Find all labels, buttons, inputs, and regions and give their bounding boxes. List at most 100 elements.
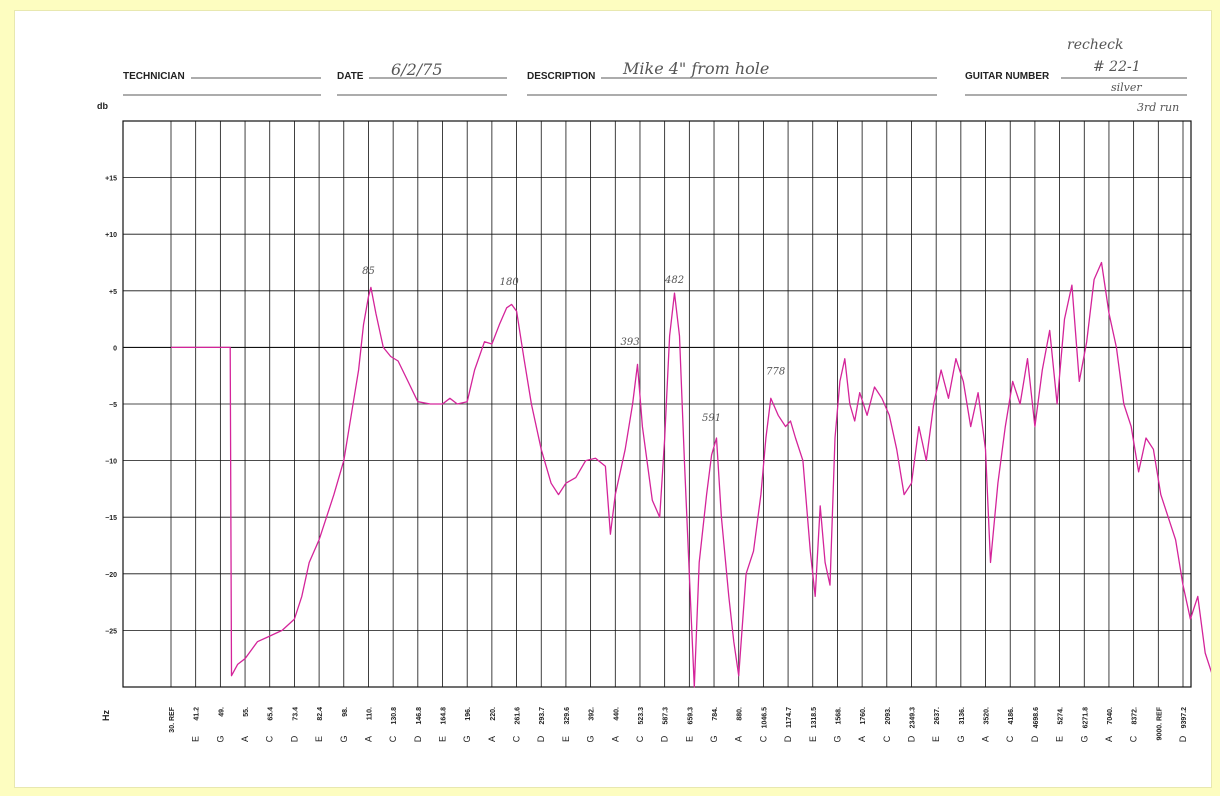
- x-tick-note: E: [684, 736, 694, 742]
- x-tick-note: D: [906, 735, 916, 742]
- y-axis-title: db: [97, 101, 108, 111]
- y-tick-label: +5: [109, 289, 117, 296]
- x-tick-note: A: [610, 736, 620, 742]
- y-tick-label: 0: [113, 345, 117, 352]
- handwritten-recheck: recheck: [1067, 37, 1123, 53]
- x-tick-freq: 6271.8: [1082, 707, 1089, 729]
- x-tick-note: E: [191, 736, 201, 742]
- x-tick-note: A: [734, 736, 744, 742]
- x-tick-freq: 440.: [613, 707, 620, 721]
- x-tick-freq: 9000. REF: [1156, 706, 1163, 740]
- x-tick-note: C: [882, 735, 892, 742]
- x-tick-note: D: [783, 735, 793, 742]
- x-tick-note: G: [215, 735, 225, 742]
- x-tick-freq: 55.: [243, 707, 250, 717]
- x-tick-freq: 65.4: [268, 707, 275, 721]
- x-tick-note: E: [1055, 736, 1065, 742]
- x-tick-note: C: [512, 735, 522, 742]
- x-tick-note: A: [857, 736, 867, 742]
- x-tick-freq: 2093.: [885, 707, 892, 725]
- handwritten-silver: silver: [1111, 81, 1142, 94]
- x-tick-freq: 4186.: [1008, 707, 1015, 725]
- x-tick-freq: 196.: [465, 707, 472, 721]
- peak-annotation: 482: [664, 275, 684, 286]
- test-sheet: TECHNICIAN DATE 6/2/75 DESCRIPTION Mike …: [14, 10, 1212, 788]
- x-tick-note: A: [1104, 736, 1114, 742]
- handwritten-run: 3rd run: [1137, 101, 1179, 114]
- technician-label: TECHNICIAN: [123, 71, 185, 82]
- x-tick-note: E: [438, 736, 448, 742]
- x-tick-freq: 3520.: [984, 707, 991, 725]
- x-tick-note: C: [1005, 735, 1015, 742]
- x-tick-freq: 9397.2: [1181, 707, 1188, 729]
- x-tick-note: G: [339, 735, 349, 742]
- x-tick-freq: 49.: [218, 707, 225, 717]
- x-tick-note: G: [1079, 735, 1089, 742]
- x-tick-freq: 5274.: [1058, 707, 1065, 725]
- x-tick-freq: 1318.5: [811, 707, 818, 729]
- x-tick-note: C: [265, 735, 275, 742]
- x-tick-note: A: [981, 736, 991, 742]
- x-tick-note: D: [536, 735, 546, 742]
- x-tick-freq: 293.7: [539, 707, 546, 725]
- date-label: DATE: [337, 71, 364, 82]
- handwritten-number: # 22-1: [1093, 59, 1141, 75]
- x-tick-note: E: [314, 736, 324, 742]
- x-tick-note: A: [487, 736, 497, 742]
- x-tick-freq: 220.: [490, 707, 497, 721]
- response-chart: TECHNICIAN DATE 6/2/75 DESCRIPTION Mike …: [97, 37, 1211, 743]
- x-tick-note: A: [240, 736, 250, 742]
- x-tick-note: G: [832, 735, 842, 742]
- description-value: Mike 4" from hole: [622, 59, 769, 78]
- x-tick-note: A: [363, 736, 373, 742]
- y-tick-label: +15: [105, 176, 117, 183]
- peak-annotation: 591: [702, 413, 721, 424]
- peak-annotation: 393: [621, 337, 640, 348]
- x-tick-freq: 659.3: [687, 707, 694, 725]
- x-tick-note: D: [413, 735, 423, 742]
- x-tick-freq: 1046.5: [761, 707, 768, 729]
- x-tick-note: E: [808, 736, 818, 742]
- x-tick-note: D: [289, 735, 299, 742]
- x-tick-note: D: [1030, 735, 1040, 742]
- x-tick-freq: 73.4: [292, 707, 299, 721]
- peak-annotation: 778: [766, 367, 785, 378]
- x-tick-freq: 164.8: [441, 707, 448, 725]
- x-tick-freq: 30. REF: [169, 706, 176, 732]
- x-tick-freq: 130.8: [391, 707, 398, 725]
- peak-annotation: 180: [500, 277, 520, 288]
- response-series-line: [171, 261, 1211, 688]
- x-tick-note: G: [709, 735, 719, 742]
- x-tick-freq: 8372.: [1132, 707, 1139, 725]
- response-trace: [171, 261, 1211, 688]
- y-tick-label: −10: [105, 459, 117, 466]
- y-tick-labels: +15 +10 +5 0 −5 −10 −15 −20 −25: [105, 176, 117, 636]
- x-tick-note: D: [1178, 735, 1188, 742]
- x-tick-note: G: [586, 735, 596, 742]
- x-tick-freq: 587.3: [663, 707, 670, 725]
- x-tick-freq: 880.: [737, 707, 744, 721]
- y-tick-label: −20: [105, 572, 117, 579]
- x-tick-freq: 82.4: [317, 707, 324, 721]
- peak-annotations: 85 180 393 482 591 778: [362, 266, 785, 424]
- x-tick-note: C: [388, 735, 398, 742]
- description-label: DESCRIPTION: [527, 71, 595, 82]
- x-tick-freq: 1174.7: [786, 707, 793, 728]
- x-tick-note: C: [1129, 735, 1139, 742]
- guitar-number-label: GUITAR NUMBER: [965, 71, 1050, 82]
- x-tick-freq: 1568.: [835, 707, 842, 725]
- x-axis-title: Hz: [101, 710, 111, 721]
- x-tick-note: E: [931, 736, 941, 742]
- x-tick-freq: 329.6: [564, 707, 571, 725]
- date-value: 6/2/75: [391, 60, 443, 79]
- x-tick-freq: 3136.: [959, 707, 966, 725]
- peak-annotation: 85: [362, 266, 375, 277]
- y-tick-label: −25: [105, 628, 117, 635]
- x-tick-note: C: [758, 735, 768, 742]
- x-tick-freq: 392.: [589, 707, 596, 721]
- x-tick-labels: 30. REF 41.2 E 49. G 55. A 65.4 C 73.4 D 82.4 E 98. G 1…: [169, 706, 1188, 742]
- x-tick-freq: 98.: [342, 707, 349, 717]
- x-tick-freq: 2637.: [934, 707, 941, 725]
- grid: [123, 121, 1191, 687]
- x-tick-freq: 4698.6: [1033, 707, 1040, 729]
